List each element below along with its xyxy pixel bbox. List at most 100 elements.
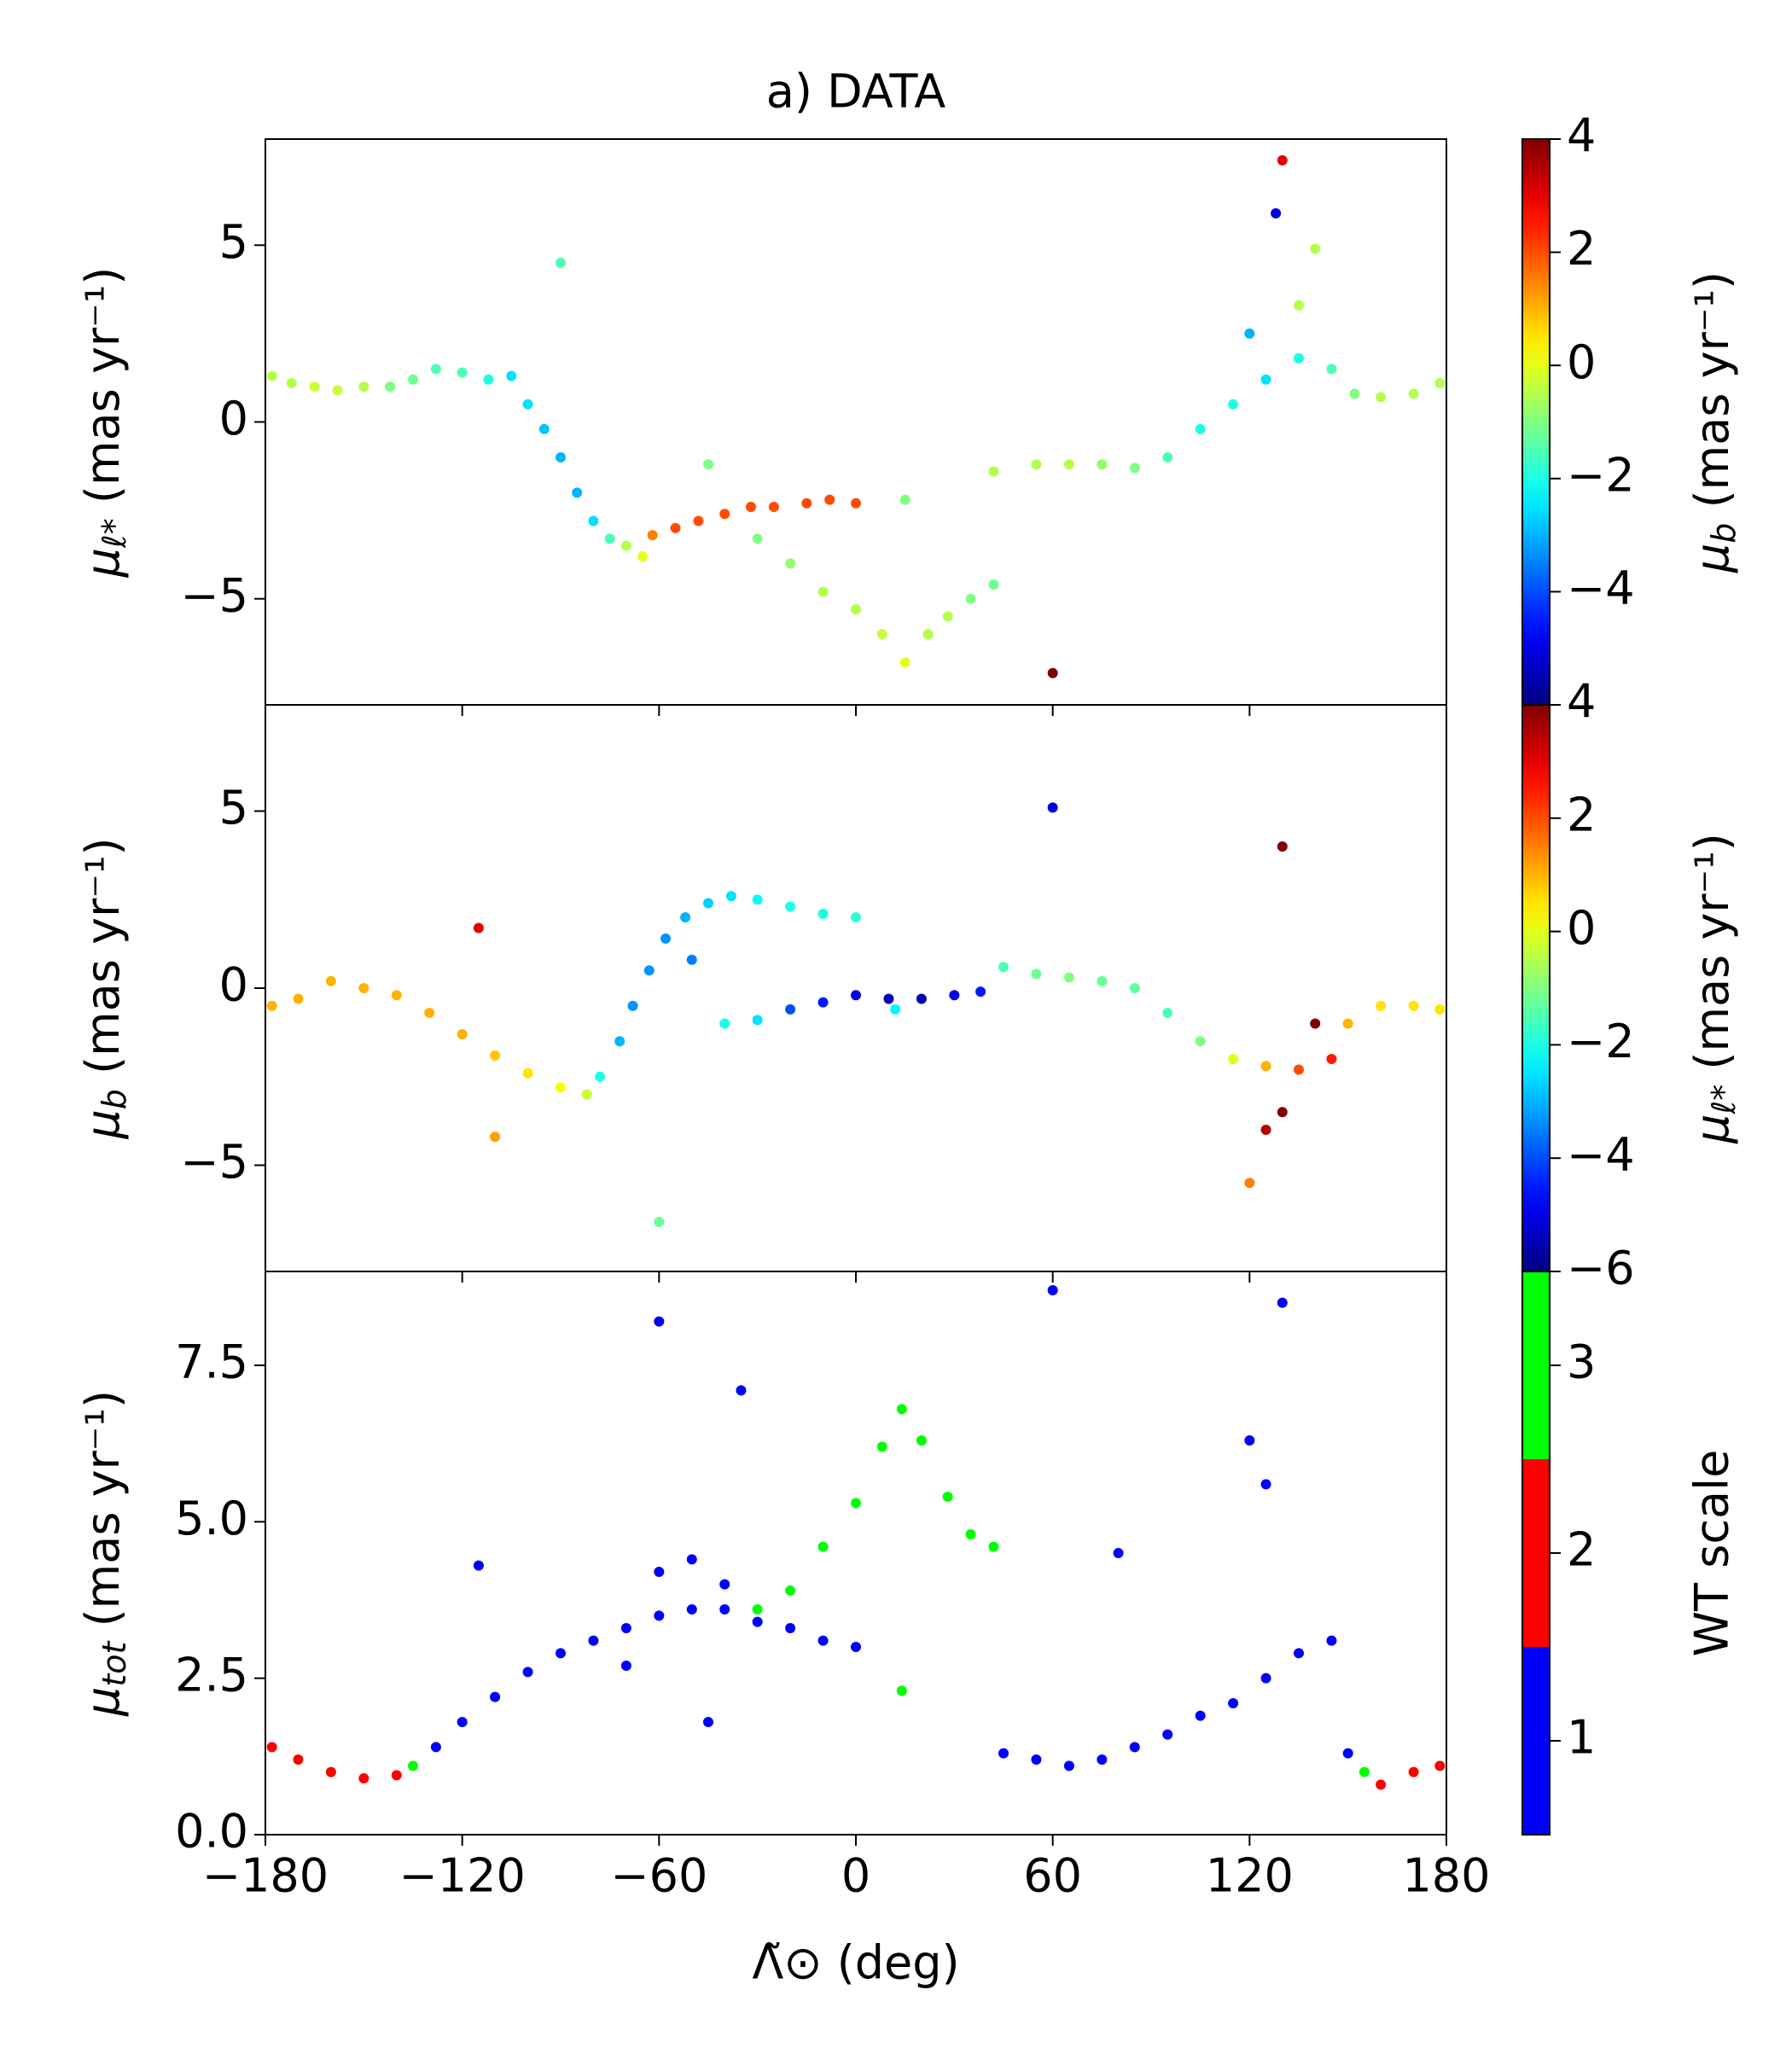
data-point [752, 1604, 763, 1615]
colorbar-tick-label: 4 [1567, 109, 1596, 163]
data-point [1031, 459, 1042, 470]
y-tick-label: 5 [219, 781, 248, 835]
data-point [490, 1691, 501, 1702]
colorbar [1522, 139, 1550, 705]
data-point [1063, 1760, 1074, 1772]
data-point [588, 1635, 599, 1646]
data-point [693, 515, 704, 527]
data-point [975, 986, 986, 998]
data-point [703, 1717, 713, 1727]
data-point [604, 533, 615, 544]
data-point [293, 1754, 304, 1765]
data-point [1129, 463, 1140, 474]
data-point [522, 1667, 533, 1678]
data-point [572, 487, 583, 498]
plot-frame [265, 1271, 1447, 1836]
axis-label: μb (mas yr⁻¹) [1685, 271, 1743, 573]
data-point [595, 1071, 606, 1082]
data-point [851, 497, 861, 509]
data-point [538, 423, 550, 434]
data-point [1359, 1766, 1370, 1777]
data-point [899, 494, 911, 505]
colorbar-tick-label: −2 [1567, 1015, 1635, 1068]
data-point [703, 459, 713, 470]
label-sub: ℓ* [96, 518, 133, 549]
plot-frame [265, 704, 1447, 1272]
data-point [473, 922, 484, 934]
data-point [1228, 399, 1239, 410]
data-point [408, 1760, 418, 1772]
data-point [1294, 300, 1304, 311]
data-point [670, 522, 681, 533]
data-point [1408, 1000, 1419, 1011]
y-tick-label: 5 [219, 215, 248, 269]
data-point [522, 1068, 533, 1079]
data-point [1129, 1742, 1140, 1753]
data-point [752, 533, 763, 544]
data-point [506, 370, 517, 381]
data-point [332, 385, 343, 396]
data-point [1244, 1435, 1255, 1446]
data-point [457, 1028, 468, 1039]
data-point [1326, 364, 1337, 375]
data-point [620, 540, 631, 551]
axis-label: μℓ* (mas yr⁻¹) [1685, 833, 1743, 1144]
data-point [883, 993, 894, 1004]
colorbar-tick-label: 2 [1567, 222, 1596, 276]
colorbar-tick-label: 1 [1567, 1711, 1596, 1765]
x-axis-label: Λ̃⊙ (deg) [752, 1936, 959, 1990]
data-point [1277, 1107, 1288, 1118]
data-point [430, 1742, 441, 1753]
data-point [1244, 1178, 1255, 1189]
data-point [916, 993, 927, 1004]
axis-label: WT scale [1685, 1450, 1739, 1657]
colorbar-tick-label: 0 [1567, 335, 1596, 389]
data-point [1195, 1710, 1206, 1721]
data-point [1260, 1673, 1271, 1684]
colorbar-block [1522, 1647, 1550, 1835]
data-point [1434, 1760, 1446, 1772]
data-point [1097, 1754, 1108, 1765]
x-tick-label: 120 [1206, 1849, 1294, 1903]
data-point [785, 1585, 796, 1596]
data-point [1097, 975, 1108, 986]
data-point [1326, 1054, 1337, 1064]
data-point [1294, 352, 1304, 364]
data-point [1294, 1648, 1304, 1659]
data-point [1031, 1754, 1042, 1765]
label-unit: (mas yr⁻¹) [76, 267, 130, 519]
data-point [680, 912, 691, 922]
data-point [686, 1554, 697, 1565]
data-point [851, 912, 861, 922]
colorbar-tick-label: 0 [1567, 901, 1596, 955]
data-point [266, 1742, 277, 1753]
data-point [916, 1435, 927, 1446]
data-point [949, 990, 960, 1001]
data-point [358, 381, 369, 393]
data-point [1376, 1000, 1387, 1011]
data-point [1113, 1548, 1124, 1558]
data-point [581, 1089, 592, 1100]
data-point [1195, 1036, 1206, 1047]
data-point [430, 364, 441, 375]
colorbar-tick-label: 4 [1567, 675, 1596, 729]
data-point [1277, 1297, 1288, 1308]
data-point [1195, 423, 1206, 434]
label-unit: (mas yr⁻¹) [76, 1390, 130, 1642]
colorbar-tick-label: −4 [1567, 561, 1635, 615]
data-point [1047, 802, 1058, 813]
data-point [424, 1008, 435, 1019]
colorbar-tick-label: 2 [1567, 788, 1596, 841]
y-tick-label: 2.5 [175, 1648, 248, 1702]
data-point [851, 1642, 861, 1652]
data-point [817, 1635, 829, 1646]
data-point [876, 629, 887, 640]
x-tick-label: −60 [610, 1849, 707, 1903]
data-point [817, 908, 829, 919]
data-point [801, 497, 812, 509]
data-point [1271, 208, 1282, 219]
axis-label: μℓ* (mas yr⁻¹) [76, 267, 133, 579]
data-point [654, 1610, 665, 1621]
data-point [522, 399, 533, 410]
data-point [643, 965, 655, 976]
